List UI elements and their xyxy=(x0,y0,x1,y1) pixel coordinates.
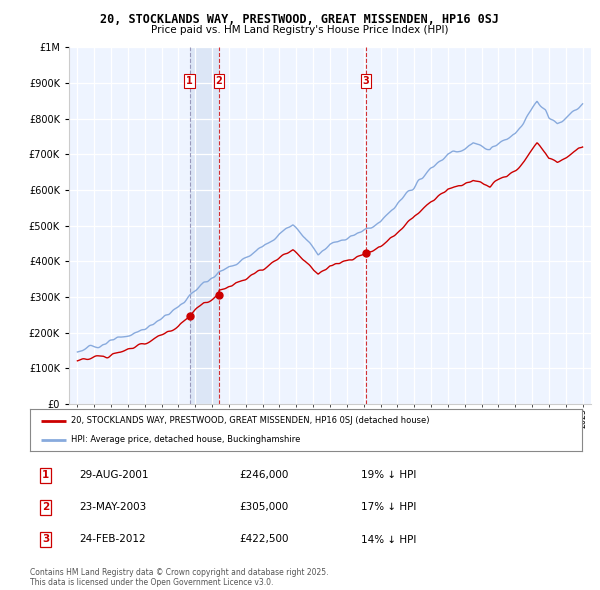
Text: 2: 2 xyxy=(42,503,49,512)
Text: 20, STOCKLANDS WAY, PRESTWOOD, GREAT MISSENDEN, HP16 0SJ (detached house): 20, STOCKLANDS WAY, PRESTWOOD, GREAT MIS… xyxy=(71,417,430,425)
Text: 1: 1 xyxy=(42,470,49,480)
Text: 3: 3 xyxy=(363,76,370,86)
Text: 3: 3 xyxy=(42,535,49,545)
Text: Price paid vs. HM Land Registry's House Price Index (HPI): Price paid vs. HM Land Registry's House … xyxy=(151,25,449,35)
Text: £305,000: £305,000 xyxy=(240,503,289,512)
Text: 24-FEB-2012: 24-FEB-2012 xyxy=(80,535,146,545)
Text: 14% ↓ HPI: 14% ↓ HPI xyxy=(361,535,416,545)
Text: 20, STOCKLANDS WAY, PRESTWOOD, GREAT MISSENDEN, HP16 0SJ: 20, STOCKLANDS WAY, PRESTWOOD, GREAT MIS… xyxy=(101,13,499,26)
Text: 17% ↓ HPI: 17% ↓ HPI xyxy=(361,503,416,512)
Text: £422,500: £422,500 xyxy=(240,535,289,545)
Text: 1: 1 xyxy=(186,76,193,86)
Text: 19% ↓ HPI: 19% ↓ HPI xyxy=(361,470,416,480)
Text: £246,000: £246,000 xyxy=(240,470,289,480)
Text: Contains HM Land Registry data © Crown copyright and database right 2025.
This d: Contains HM Land Registry data © Crown c… xyxy=(30,568,329,587)
Text: HPI: Average price, detached house, Buckinghamshire: HPI: Average price, detached house, Buck… xyxy=(71,435,301,444)
Text: 29-AUG-2001: 29-AUG-2001 xyxy=(80,470,149,480)
Bar xyxy=(190,47,218,404)
Text: 2: 2 xyxy=(215,76,222,86)
Text: 23-MAY-2003: 23-MAY-2003 xyxy=(80,503,147,512)
